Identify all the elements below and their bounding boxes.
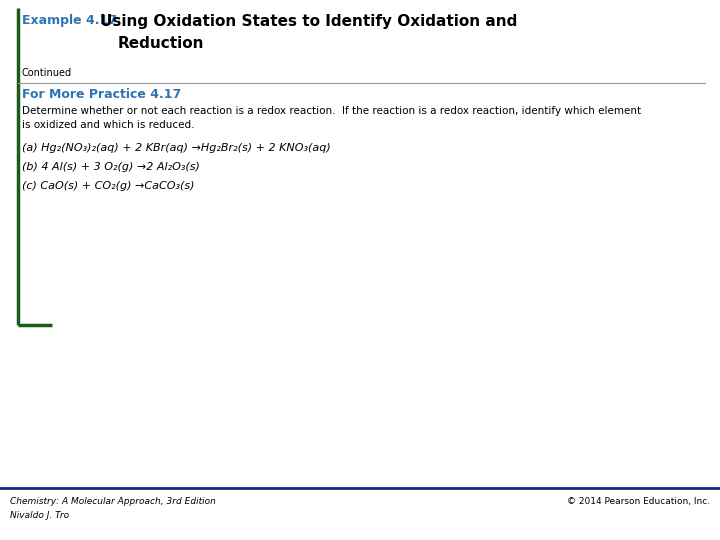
Text: For More Practice 4.17: For More Practice 4.17 xyxy=(22,88,181,101)
Text: (b) 4 Al(s) + 3 O₂(g) →2 Al₂O₃(s): (b) 4 Al(s) + 3 O₂(g) →2 Al₂O₃(s) xyxy=(22,162,200,172)
Text: Example 4.17: Example 4.17 xyxy=(22,14,117,27)
Text: (c) CaO(s) + CO₂(g) →CaCO₃(s): (c) CaO(s) + CO₂(g) →CaCO₃(s) xyxy=(22,181,194,191)
Text: Continued: Continued xyxy=(22,68,72,78)
Text: (a) Hg₂(NO₃)₂(aq) + 2 KBr(aq) →Hg₂Br₂(s) + 2 KNO₃(aq): (a) Hg₂(NO₃)₂(aq) + 2 KBr(aq) →Hg₂Br₂(s)… xyxy=(22,143,330,153)
Text: © 2014 Pearson Education, Inc.: © 2014 Pearson Education, Inc. xyxy=(567,497,710,506)
Text: Chemistry: A Molecular Approach, 3rd Edition: Chemistry: A Molecular Approach, 3rd Edi… xyxy=(10,497,216,506)
Text: Nivaldo J. Tro: Nivaldo J. Tro xyxy=(10,511,69,520)
Text: Determine whether or not each reaction is a redox reaction.  If the reaction is : Determine whether or not each reaction i… xyxy=(22,106,641,116)
Text: is oxidized and which is reduced.: is oxidized and which is reduced. xyxy=(22,120,194,130)
Text: Using Oxidation States to Identify Oxidation and: Using Oxidation States to Identify Oxida… xyxy=(100,14,518,29)
Text: Reduction: Reduction xyxy=(118,36,204,51)
